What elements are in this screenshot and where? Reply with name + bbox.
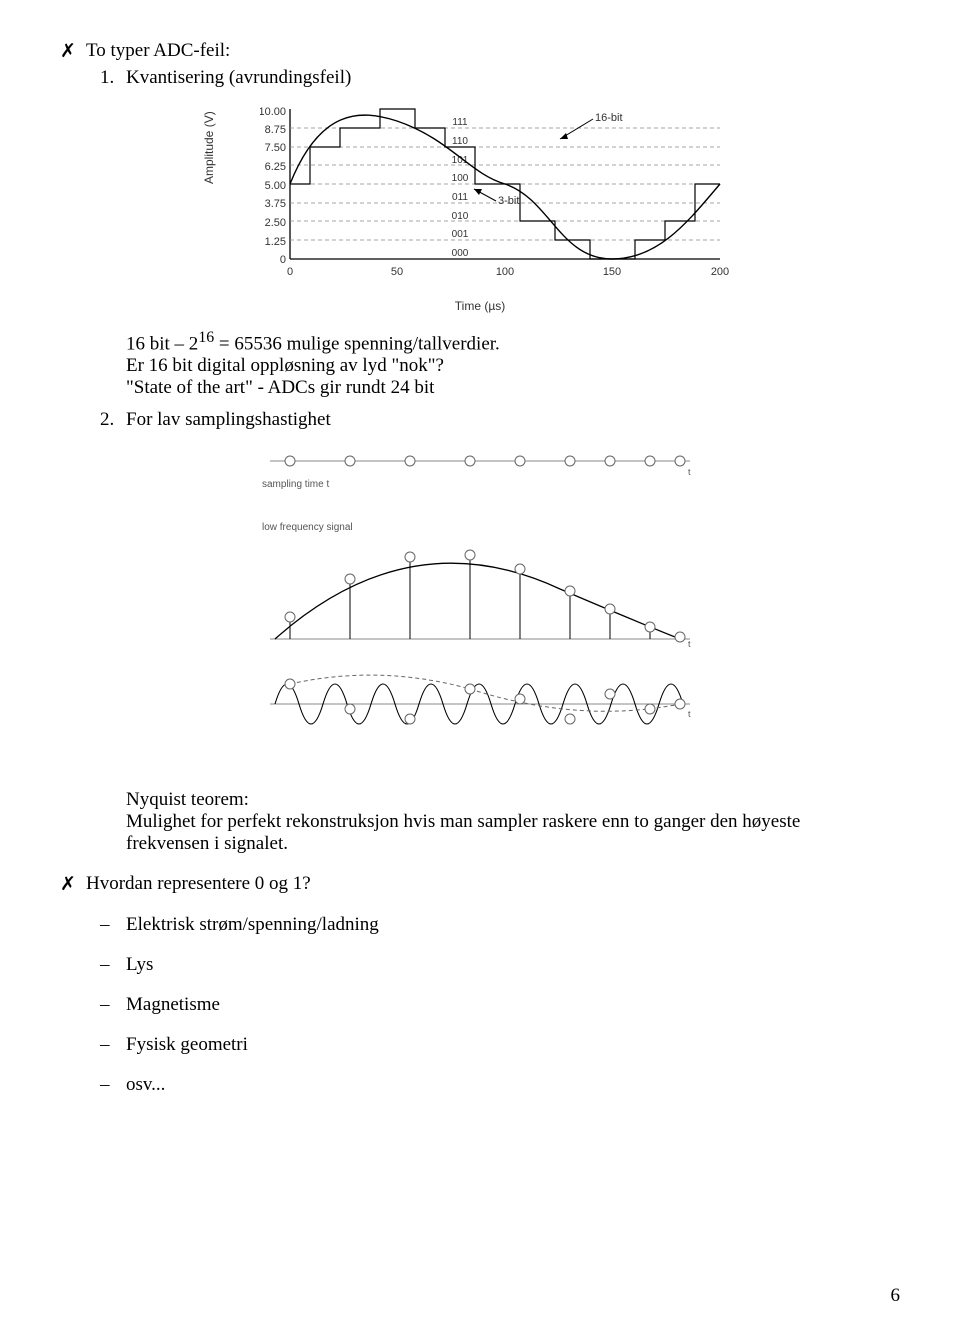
svg-text:2.50: 2.50 [265,217,286,229]
page-number: 6 [891,1285,901,1307]
svg-text:010: 010 [452,211,469,222]
chart1-xlabel: Time (µs) [455,299,505,313]
svg-text:7.50: 7.50 [265,142,286,154]
svg-text:0: 0 [280,254,286,266]
item-1-num: 1. [100,67,126,89]
question-line: Er 16 bit digital oppløsning av lyd "nok… [126,355,900,377]
lowfreq-row: t [260,539,700,649]
dash-item-5: – osv... [100,1074,900,1096]
svg-text:5.00: 5.00 [265,180,286,192]
chart1-svg: 0 1.25 2.50 3.75 5.00 6.25 7.50 8.75 10.… [260,99,730,289]
svg-text:0: 0 [287,266,293,278]
item-2-num: 2. [100,409,126,431]
dash-item-2: – Lys [100,954,900,976]
svg-text:t: t [688,467,691,477]
svg-text:t: t [688,709,691,719]
svg-text:3.75: 3.75 [265,198,286,210]
nyquist-body: Mulighet for perfekt rekonstruksjon hvis… [126,811,886,855]
svg-text:8.75: 8.75 [265,124,286,136]
item-1: 1. Kvantisering (avrundingsfeil) [100,67,900,89]
svg-text:111: 111 [452,117,468,128]
sampling-caption: sampling time t [262,479,700,490]
svg-text:001: 001 [452,229,469,240]
svg-text:16-bit: 16-bit [595,112,623,124]
svg-text:200: 200 [711,266,729,278]
bullet-adc-errors: ✗ To typer ADC-feil: [60,40,900,63]
svg-text:110: 110 [452,136,468,147]
dash-item-3: – Magnetisme [100,994,900,1016]
svg-text:100: 100 [496,266,514,278]
quantisation-chart: Amplitude (V) 0 1.25 2.50 3.75 5.00 6.25… [220,99,740,309]
bits-line: 16 bit – 216 = 65536 mulige spenning/tal… [126,329,900,355]
dash-item-1: – Elektrisk strøm/spenning/ladning [100,914,900,936]
bullet-glyph: ✗ [60,40,86,63]
svg-text:10.00: 10.00 [260,106,286,118]
svg-text:100: 100 [452,173,469,184]
svg-text:t: t [688,639,691,649]
repr-question: Hvordan representere 0 og 1? [86,873,311,895]
svg-text:3-bit: 3-bit [498,195,519,207]
lowfreq-caption: low frequency signal [262,522,700,533]
nyquist-title: Nyquist teorem: [126,789,900,811]
sampling-row: t [260,445,700,477]
item-2-label: For lav samplingshastighet [126,409,331,431]
svg-text:011: 011 [452,192,468,203]
svg-text:50: 50 [391,266,403,278]
svg-text:000: 000 [452,248,469,259]
svg-text:150: 150 [603,266,621,278]
svg-text:6.25: 6.25 [265,161,286,173]
chart1-ylabel: Amplitude (V) [202,111,216,184]
item-1-label: Kvantisering (avrundingsfeil) [126,67,351,89]
alias-row: t [260,649,700,759]
dash-item-4: – Fysisk geometri [100,1034,900,1056]
item-2: 2. For lav samplingshastighet [100,409,900,431]
sampling-figure: t sampling time t low frequency signal [260,445,700,759]
state-of-art-line: "State of the art" - ADCs gir rundt 24 b… [126,377,900,399]
bullet-representation: ✗ Hvordan representere 0 og 1? [60,873,900,896]
bullet-glyph-2: ✗ [60,873,86,896]
svg-text:1.25: 1.25 [265,236,286,248]
heading-text: To typer ADC-feil: [86,40,230,62]
